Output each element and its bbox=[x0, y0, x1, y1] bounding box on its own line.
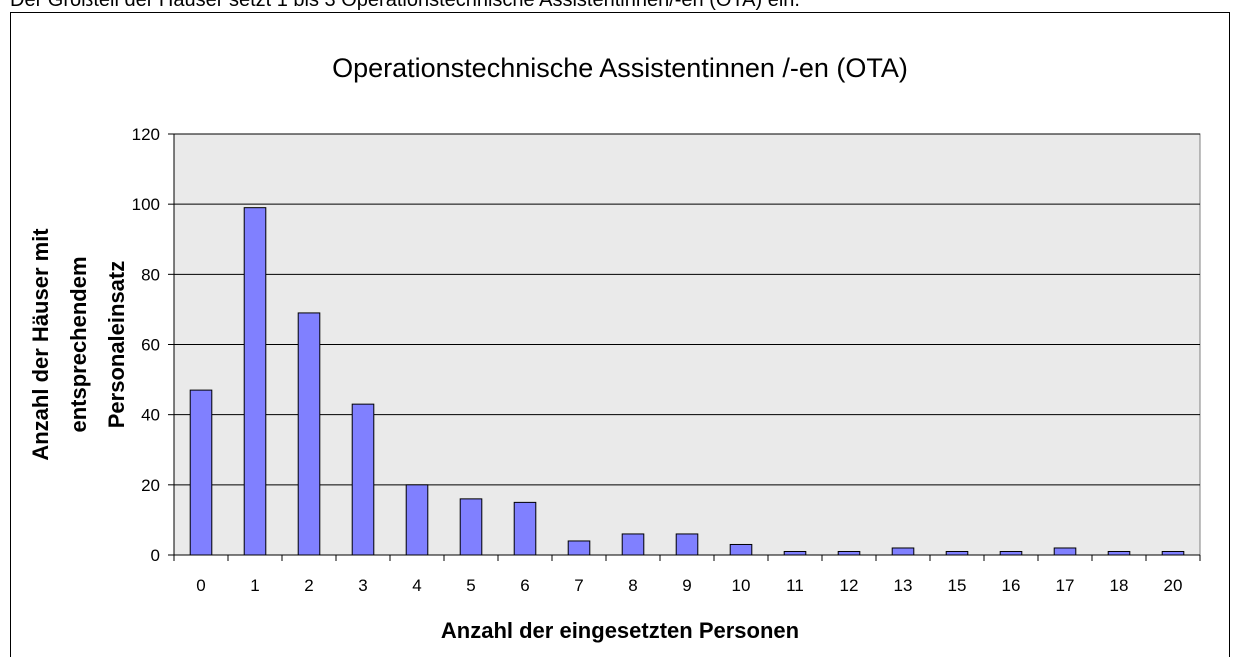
x-tick-label: 9 bbox=[682, 576, 691, 595]
bar bbox=[621, 533, 645, 556]
y-axis-label: Personaleinsatz bbox=[104, 261, 129, 429]
x-tick-label: 5 bbox=[466, 576, 475, 595]
x-tick-label: 6 bbox=[520, 576, 529, 595]
x-tick-label: 18 bbox=[1110, 576, 1129, 595]
bar bbox=[999, 550, 1023, 556]
x-tick-label: 20 bbox=[1164, 576, 1183, 595]
x-tick-label: 15 bbox=[948, 576, 967, 595]
bar bbox=[567, 540, 591, 556]
bar bbox=[1107, 550, 1131, 556]
y-tick-label: 20 bbox=[141, 476, 160, 495]
x-tick-label: 11 bbox=[786, 576, 804, 595]
y-tick-label: 0 bbox=[151, 546, 160, 565]
y-tick-label: 80 bbox=[141, 265, 160, 284]
x-tick-label: 13 bbox=[894, 576, 913, 595]
x-tick-label: 16 bbox=[1002, 576, 1021, 595]
bar bbox=[1053, 547, 1077, 556]
intro-text: Der Großteil der Häuser setzt 1 bis 3 Op… bbox=[10, 0, 800, 11]
bar bbox=[513, 501, 537, 556]
chart-title: Operationstechnische Assistentinnen /-en… bbox=[332, 53, 908, 83]
x-tick-label: 12 bbox=[840, 576, 859, 595]
y-axis-label: entsprechendem bbox=[66, 256, 91, 432]
bar bbox=[945, 550, 969, 556]
x-tick-label: 7 bbox=[574, 576, 583, 595]
y-axis-label: Anzahl der Häuser mit bbox=[28, 228, 53, 461]
x-tick-label: 17 bbox=[1056, 576, 1075, 595]
y-tick-label: 120 bbox=[132, 125, 160, 144]
bar bbox=[675, 533, 699, 556]
x-tick-label: 0 bbox=[196, 576, 205, 595]
bar bbox=[1161, 550, 1185, 556]
bar bbox=[783, 550, 807, 556]
x-axis-label: Anzahl der eingesetzten Personen bbox=[441, 618, 799, 643]
x-tick-label: 2 bbox=[304, 576, 313, 595]
bar bbox=[459, 498, 483, 556]
x-tick-label: 3 bbox=[358, 576, 367, 595]
bar bbox=[243, 207, 267, 556]
bar bbox=[891, 547, 915, 556]
y-tick-label: 60 bbox=[141, 336, 160, 355]
y-tick-label: 40 bbox=[141, 406, 160, 425]
x-tick-label: 1 bbox=[250, 576, 259, 595]
x-tick-label: 8 bbox=[628, 576, 637, 595]
x-tick-label: 4 bbox=[412, 576, 421, 595]
bar bbox=[837, 550, 861, 556]
bar bbox=[405, 484, 429, 556]
bar bbox=[297, 312, 321, 556]
bar bbox=[189, 389, 213, 556]
bar bbox=[729, 543, 753, 556]
bar bbox=[351, 403, 375, 556]
x-tick-label: 10 bbox=[732, 576, 751, 595]
y-tick-label: 100 bbox=[132, 195, 160, 214]
